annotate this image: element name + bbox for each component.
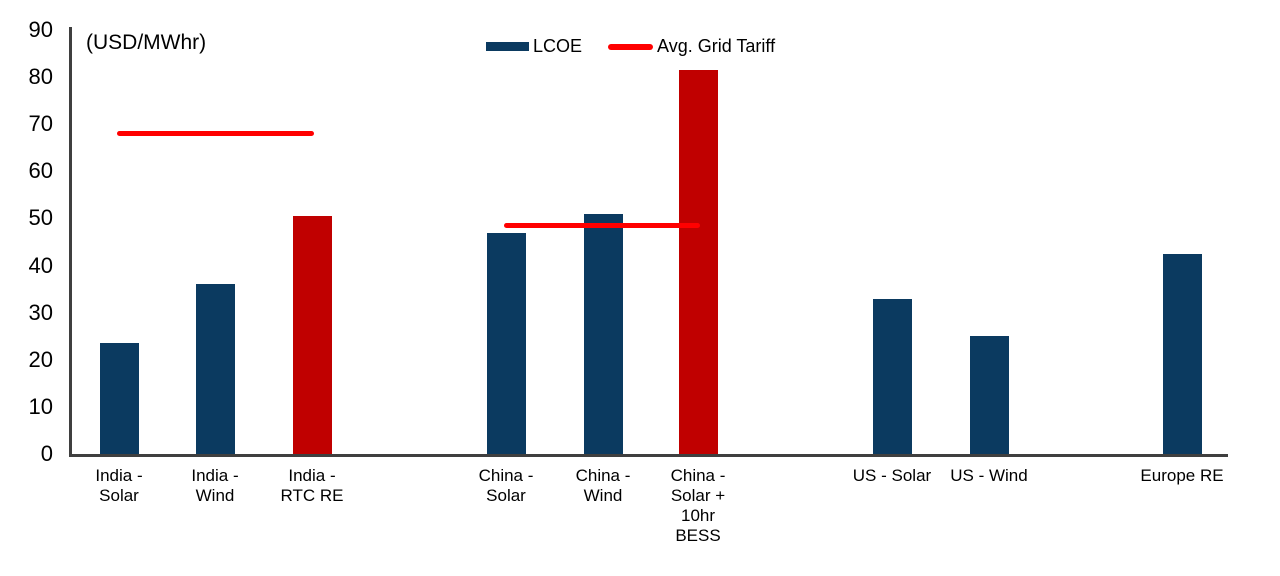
x-label-china-solar-10hr-bess: China - Solar + 10hr BESS (670, 466, 726, 545)
x-label-india-rtc-re: India - RTC RE (280, 466, 344, 505)
y-tick-label-90: 90 (28, 17, 53, 42)
x-label-india-solar: India - Solar (95, 466, 143, 505)
bar-china-wind (583, 213, 623, 454)
bar-china-solar (486, 232, 526, 454)
y-tick-label-70: 70 (28, 111, 53, 137)
y-tick-label-60: 60 (28, 158, 53, 184)
bar-india-solar (99, 343, 139, 454)
legend: LCOE Avg. Grid Tariff (486, 36, 775, 57)
bar-india-wind (195, 284, 235, 454)
x-label-us-solar: US - Solar (852, 466, 932, 485)
y-tick-label-40: 40 (28, 252, 53, 278)
y-tick-label-30: 30 (28, 299, 53, 325)
y-axis-unit-label: (USD/MWhr) (86, 31, 207, 54)
x-label-china-solar: China - Solar (478, 466, 534, 505)
lcoe-bar-swatch-icon (486, 42, 529, 51)
x-label-us-wind: US - Wind (950, 466, 1028, 485)
legend-label-lcoe: LCOE (533, 36, 583, 56)
legend-item-grid-tariff: Avg. Grid Tariff (608, 36, 775, 57)
y-axis-line (69, 27, 72, 457)
bar-europe-re (1162, 253, 1202, 454)
x-label-india-wind: India - Wind (191, 466, 239, 505)
y-tick-label-80: 80 (28, 64, 53, 90)
y-tick-label-10: 10 (28, 393, 53, 419)
legend-item-lcoe: LCOE (486, 36, 582, 57)
y-tick-label-20: 20 (28, 346, 53, 372)
bar-china-solar-10hr-bess (678, 70, 718, 454)
bar-us-solar (872, 298, 912, 454)
y-tick-label-0: 0 (40, 441, 53, 466)
y-tick-label-50: 50 (28, 205, 53, 231)
bar-us-wind (969, 336, 1009, 454)
x-label-europe-re: Europe RE (1140, 466, 1224, 485)
bar-india-rtc-re (292, 216, 332, 454)
avg-grid-tariff-line-china (504, 222, 700, 228)
x-axis-line (69, 454, 1228, 457)
x-label-china-wind: China - Wind (575, 466, 631, 505)
grid-tariff-line-swatch-icon (608, 43, 654, 50)
avg-grid-tariff-line-india (117, 130, 314, 136)
legend-label-grid-tariff: Avg. Grid Tariff (657, 36, 776, 56)
